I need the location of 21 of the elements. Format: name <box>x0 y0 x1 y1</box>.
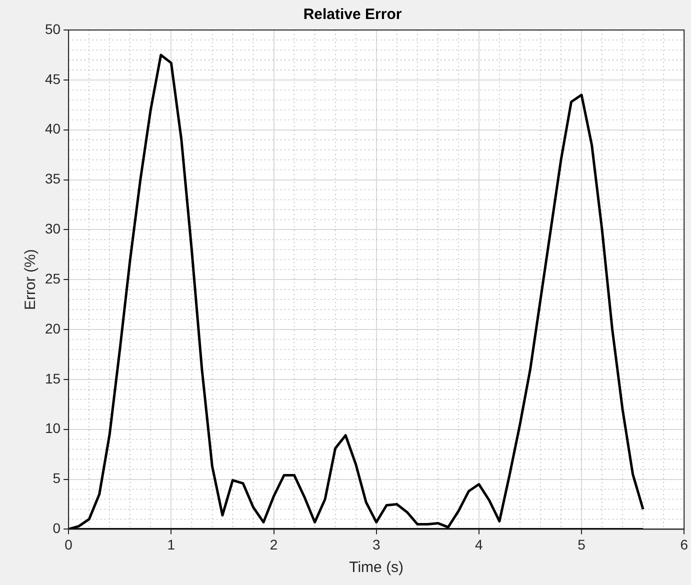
x-tick-label: 0 <box>64 536 73 552</box>
y-tick-label: 10 <box>44 420 61 436</box>
y-tick-label: 45 <box>44 70 61 87</box>
y-tick-label: 35 <box>44 170 61 187</box>
x-tick-label: 4 <box>475 536 484 552</box>
y-tick-label: 30 <box>44 220 61 237</box>
y-tick-label: 50 <box>44 20 61 37</box>
y-tick-label: 0 <box>52 520 61 536</box>
y-tick-label: 25 <box>44 270 61 286</box>
y-axis-title: Error (%) <box>22 249 40 310</box>
y-tick-label: 15 <box>44 370 61 386</box>
x-tick-label: 3 <box>372 536 380 552</box>
chart-title: Relative Error <box>303 6 402 24</box>
x-tick-label: 5 <box>578 536 586 552</box>
y-tick-label: 5 <box>52 470 61 486</box>
x-tick-label: 6 <box>680 536 688 552</box>
y-tick-label: 20 <box>44 320 61 336</box>
x-tick-label: 1 <box>167 536 176 552</box>
x-axis-title: Time (s) <box>349 559 404 576</box>
y-tick-label: 40 <box>44 120 61 137</box>
x-tick-label: 2 <box>270 536 278 552</box>
